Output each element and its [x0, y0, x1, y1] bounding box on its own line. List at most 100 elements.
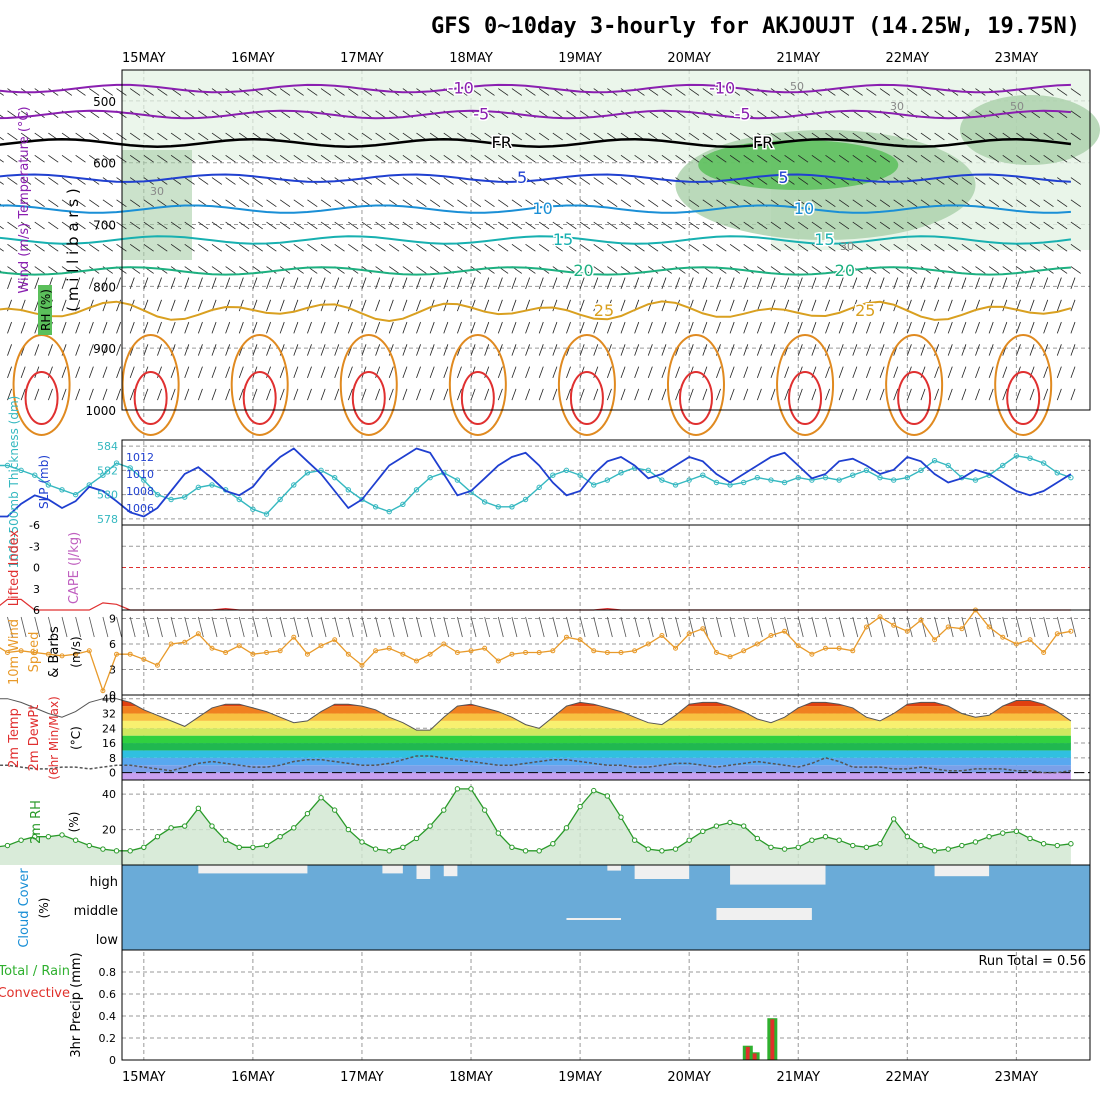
wind-barb: [729, 154, 741, 163]
thickness-tick-label: 580: [97, 489, 118, 502]
wind-barb: [89, 199, 100, 208]
rh-point: [127, 848, 133, 854]
wind-barb: [497, 277, 503, 289]
wind-barb: [293, 199, 304, 208]
temp-contour-30: [994, 334, 1053, 436]
wind-barb: [457, 132, 468, 141]
wind-barb: [443, 344, 449, 356]
wind-barb: [879, 366, 885, 378]
wind-barb: [852, 277, 858, 289]
wind-barb: [34, 243, 45, 252]
wind-barb-10m: [1029, 616, 1036, 638]
wind-barb: [184, 221, 195, 230]
wind-barb: [838, 154, 850, 163]
date-label-bottom: 15MAY: [122, 1070, 166, 1085]
temp-tick-label: 24: [102, 722, 116, 735]
wind-barb: [866, 132, 877, 141]
thickness-point: [495, 504, 501, 510]
thickness-point: [372, 504, 379, 510]
wind-barb: [675, 321, 681, 334]
wind-barb: [593, 221, 604, 230]
wind-barb: [852, 388, 858, 401]
wind-barb: [89, 243, 100, 252]
rh-point: [890, 816, 897, 822]
wind-barb: [157, 344, 162, 356]
wind-barb: [634, 243, 645, 252]
wind-barb: [525, 154, 536, 163]
li-tick-label: 0: [33, 562, 40, 575]
rh-point: [877, 841, 883, 847]
wind-barb: [893, 243, 904, 252]
wind-barb: [770, 388, 776, 401]
wind-barb: [498, 154, 509, 163]
wind-speed-point: [509, 651, 515, 657]
thickness-point: [536, 484, 542, 491]
wind-barb: [307, 221, 318, 230]
wind-barb: [170, 243, 182, 252]
wind-barb: [838, 243, 850, 252]
isotherm-line: [0, 83, 1071, 94]
wind-speed-point: [754, 641, 760, 647]
wind-barb: [620, 388, 626, 401]
wind-barb: [648, 243, 659, 252]
wind-barb: [102, 221, 113, 230]
wind-barb: [170, 154, 182, 163]
isotherm-label: 20: [835, 261, 855, 280]
wind-speed-point: [591, 648, 597, 654]
wind-barb: [375, 221, 386, 230]
wind-barb: [838, 199, 850, 208]
wind-barb: [934, 366, 940, 378]
precip-conv-bar: [752, 1053, 757, 1060]
wind-barb: [811, 177, 822, 185]
wind-barb: [552, 388, 558, 401]
wind-barb: [429, 299, 435, 312]
temp-contour-30: [339, 334, 398, 436]
wind-barb: [1002, 199, 1013, 208]
thickness-point: [1040, 460, 1047, 466]
wind-speed-point: [850, 648, 856, 654]
wind-barb: [279, 299, 285, 312]
wind-barb: [307, 388, 312, 401]
wind-barb: [102, 366, 108, 378]
cloud-high-gap: [198, 865, 308, 874]
wind-barb: [920, 221, 932, 230]
wind-barb-10m: [347, 616, 354, 638]
rh-point: [168, 825, 174, 831]
wind-barb: [1056, 321, 1062, 334]
wind-barb: [416, 277, 421, 289]
wind-barb: [511, 243, 522, 252]
wind-barb: [388, 154, 400, 163]
wind-barb: [443, 299, 449, 312]
wind-barb: [975, 177, 986, 185]
wind-barb: [116, 321, 122, 334]
wind-barb: [716, 321, 721, 334]
wind-barb: [538, 177, 550, 185]
wind-barb-10m: [307, 616, 313, 638]
temp-contour-30: [12, 334, 71, 436]
thickness-point: [427, 474, 433, 481]
wind-barb: [75, 277, 81, 289]
wind-barb: [211, 344, 217, 356]
wind-speed-point: [223, 650, 229, 655]
rh-point: [795, 844, 801, 850]
thickness-tick-label: 578: [97, 513, 118, 526]
wind-barb: [634, 154, 645, 163]
upper-air-panel: [121, 69, 1091, 411]
wind-barb: [7, 366, 12, 378]
wind-barb: [961, 277, 967, 289]
temp-contour-35: [351, 371, 386, 425]
wind-barb: [75, 321, 81, 334]
wind-barb: [225, 344, 231, 356]
wind-barb-10m: [34, 616, 41, 638]
wind-barb: [239, 154, 250, 163]
wind-barb: [798, 154, 809, 163]
wind-barb: [307, 88, 318, 96]
temp-band: [122, 772, 1071, 780]
wind-barb: [116, 366, 122, 378]
wind-barb: [238, 388, 244, 401]
wind-barb: [334, 366, 340, 378]
thickness-point: [509, 504, 515, 510]
wind-barb: [170, 388, 176, 401]
thickness-point: [209, 482, 215, 488]
wind-barb: [34, 344, 40, 356]
